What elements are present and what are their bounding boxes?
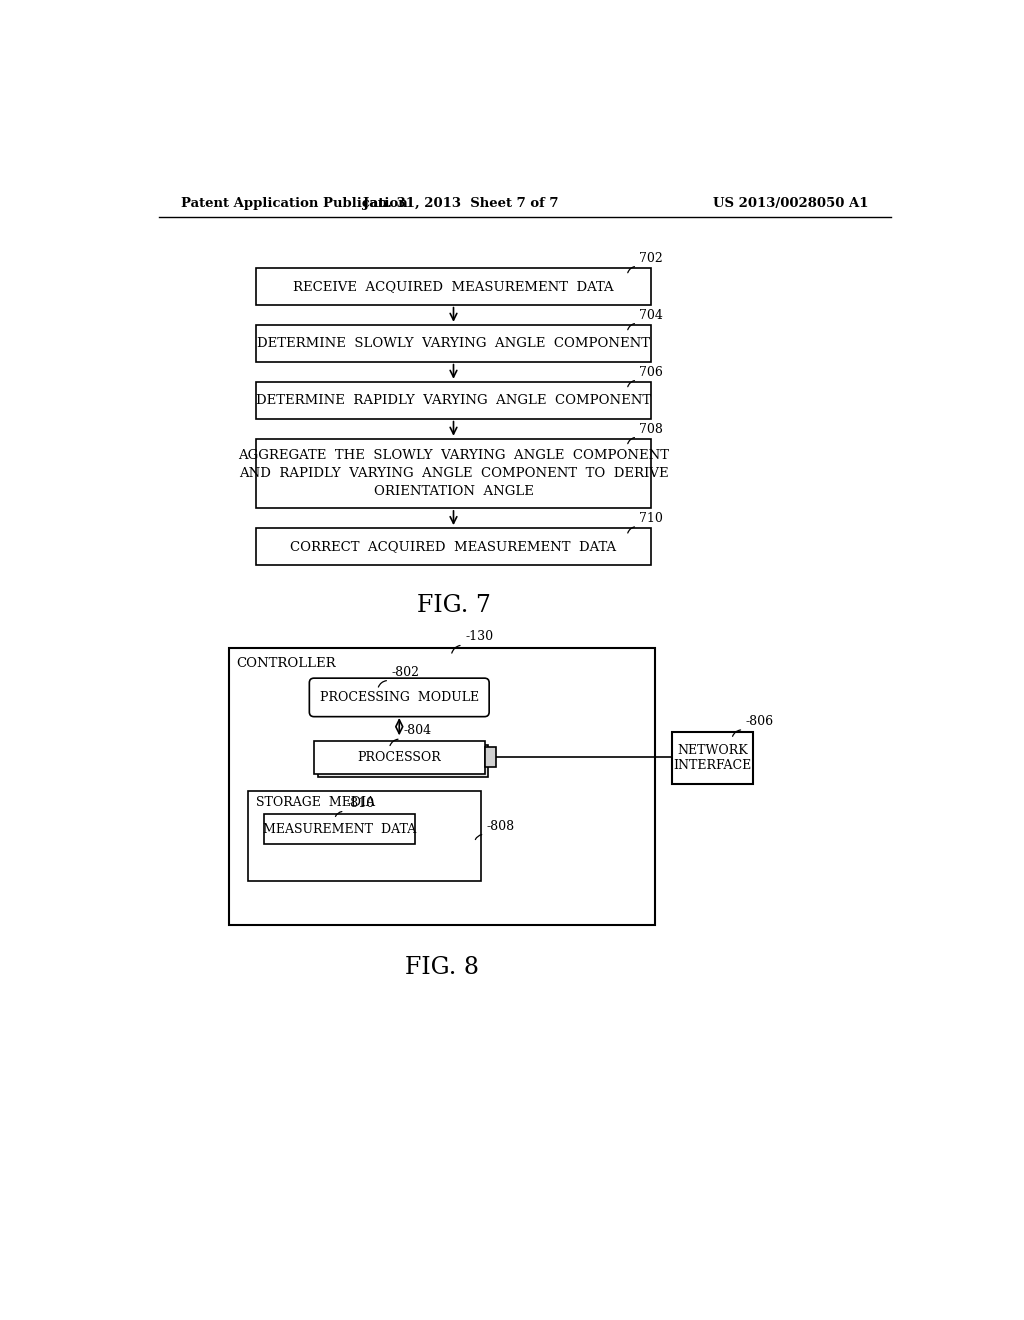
Text: FIG. 7: FIG. 7 [417, 594, 490, 618]
Text: 706: 706 [640, 366, 664, 379]
Text: AGGREGATE  THE  SLOWLY  VARYING  ANGLE  COMPONENT
AND  RAPIDLY  VARYING  ANGLE  : AGGREGATE THE SLOWLY VARYING ANGLE COMPO… [238, 449, 669, 498]
Bar [256, 438, 651, 508]
Text: 702: 702 [640, 252, 664, 264]
Text: MEASUREMENT  DATA: MEASUREMENT DATA [262, 822, 416, 836]
Text: -806: -806 [745, 715, 774, 729]
Text: DETERMINE  SLOWLY  VARYING  ANGLE  COMPONENT: DETERMINE SLOWLY VARYING ANGLE COMPONENT [257, 337, 650, 350]
Text: RECEIVE  ACQUIRED  MEASUREMENT  DATA: RECEIVE ACQUIRED MEASUREMENT DATA [293, 280, 613, 293]
Text: PROCESSING  MODULE: PROCESSING MODULE [319, 690, 479, 704]
Text: FIG. 8: FIG. 8 [404, 956, 479, 979]
Bar [256, 381, 651, 418]
Bar [256, 268, 651, 305]
Text: 708: 708 [640, 422, 664, 436]
Text: STORAGE  MEDIA: STORAGE MEDIA [256, 796, 375, 809]
Text: -810: -810 [347, 797, 375, 810]
Text: -808: -808 [486, 820, 515, 833]
Bar [263, 813, 415, 845]
Bar [484, 747, 496, 767]
Text: 710: 710 [640, 512, 664, 525]
Bar [228, 648, 655, 925]
Text: NETWORK
INTERFACE: NETWORK INTERFACE [674, 744, 752, 772]
Bar [672, 733, 754, 784]
Bar [248, 791, 480, 882]
FancyBboxPatch shape [309, 678, 489, 717]
Text: -130: -130 [465, 631, 494, 644]
Text: PROCESSOR: PROCESSOR [357, 751, 441, 764]
Text: 704: 704 [640, 309, 664, 322]
Text: -802: -802 [391, 665, 420, 678]
Text: US 2013/0028050 A1: US 2013/0028050 A1 [714, 197, 869, 210]
Text: CORRECT  ACQUIRED  MEASUREMENT  DATA: CORRECT ACQUIRED MEASUREMENT DATA [291, 540, 616, 553]
Text: DETERMINE  RAPIDLY  VARYING  ANGLE  COMPONENT: DETERMINE RAPIDLY VARYING ANGLE COMPONEN… [256, 393, 651, 407]
Text: Jan. 31, 2013  Sheet 7 of 7: Jan. 31, 2013 Sheet 7 of 7 [364, 197, 559, 210]
Bar [256, 325, 651, 362]
Bar [317, 744, 488, 777]
Bar [314, 742, 484, 774]
Text: -804: -804 [403, 725, 431, 738]
Text: Patent Application Publication: Patent Application Publication [180, 197, 408, 210]
Text: CONTROLLER: CONTROLLER [237, 657, 336, 671]
Bar [256, 528, 651, 565]
